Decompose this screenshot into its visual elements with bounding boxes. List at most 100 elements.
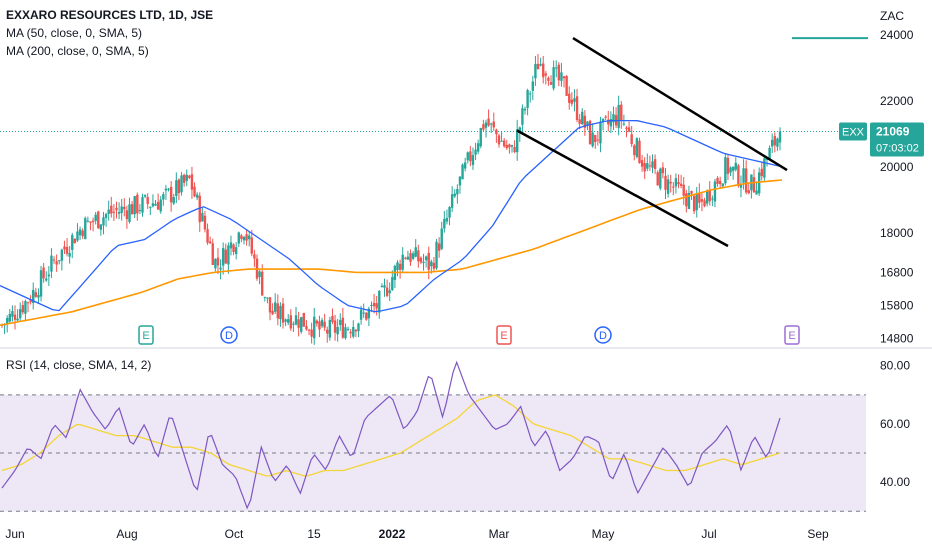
candle-body [388,290,391,294]
candle-body [346,329,350,331]
ma200-legend[interactable]: MA (200, close, 0, SMA, 5) [6,44,149,58]
time-tick-label: 2022 [379,527,406,541]
candle [724,153,727,186]
symbol-title[interactable]: EXXARO RESOURCES LTD, 1D, JSE [6,8,214,22]
candle-body [146,197,149,204]
candle [435,238,438,270]
candle [698,183,701,209]
candle [398,259,402,279]
candle [588,119,592,145]
candle [635,137,639,159]
candle-body [763,158,766,178]
candle [229,235,233,256]
candle [596,131,600,146]
candle [250,229,253,257]
candle-body [586,121,589,126]
candle-body [713,181,717,202]
price-axis[interactable]: ZAC 24000 22000 20000 18000 16800 15800 14800 [880,9,914,345]
candle-body [266,297,269,299]
candle [646,153,649,172]
time-tick-label: Sep [807,527,829,541]
candle [16,309,19,323]
candle [750,174,753,199]
candle [466,151,469,164]
candle [154,199,157,206]
candle-body [461,164,464,180]
candle-body [778,131,782,143]
candle [609,111,613,134]
candle [8,308,12,324]
candle-body [765,158,769,160]
candle-body [417,250,420,262]
candle [125,205,129,229]
candle [536,54,540,70]
candle [372,293,376,314]
candle [500,131,503,142]
candle [685,189,688,213]
candle [107,200,110,221]
ma50-legend[interactable]: MA (50, close, 0, SMA, 5) [6,26,143,40]
candle-body [432,262,436,269]
candle [242,235,246,245]
candle-body [206,229,209,243]
candle-body [690,190,693,194]
candle [333,314,337,341]
candle [557,62,561,87]
candle-body [274,302,277,312]
candle [307,328,311,336]
price-tick-label: 18000 [880,226,914,240]
candle [99,224,103,236]
time-tick-label: 15 [307,527,321,541]
candle-body [492,121,495,128]
candle-body [128,204,131,222]
candle-body [45,278,48,281]
candle [60,248,64,271]
candle [63,240,66,255]
candle [289,309,293,331]
candle-body [711,198,714,200]
candle-body [430,261,433,267]
candle [300,316,303,334]
candle [422,253,425,271]
candle [604,115,607,121]
candle [594,134,597,149]
candle [313,307,316,345]
candle-body [437,243,441,251]
candle-body [339,320,342,325]
candle [555,60,558,78]
candle [195,192,199,201]
candle [128,197,131,224]
candle [206,223,209,245]
time-axis[interactable]: Jun Aug Oct 15 2022 Mar May Jul Sep [5,527,829,541]
candle-body [692,195,696,212]
candle-body [315,320,319,324]
candle [385,279,389,298]
candle [102,211,105,235]
candle-body [424,256,428,261]
rsi-legend[interactable]: RSI (14, close, SMA, 14, 2) [6,358,152,372]
candle [776,137,779,152]
candle-body [489,123,493,125]
candle [651,154,654,174]
candle-body [188,175,191,178]
candle-body [768,147,771,160]
dividend-icon [220,326,238,344]
candle-body [357,323,360,332]
candle [411,251,415,261]
candle-body [136,194,139,214]
candle-body [99,224,103,230]
candle-body [164,188,168,191]
candle [203,210,207,233]
candle [339,313,342,331]
candle-body [26,302,30,304]
candle [581,108,584,125]
candle-body [362,312,365,314]
candle [383,278,386,297]
candle-body [469,151,472,162]
candle-body [37,295,40,298]
candle [193,182,196,198]
candle-body [91,220,95,223]
candle-body [640,160,644,167]
